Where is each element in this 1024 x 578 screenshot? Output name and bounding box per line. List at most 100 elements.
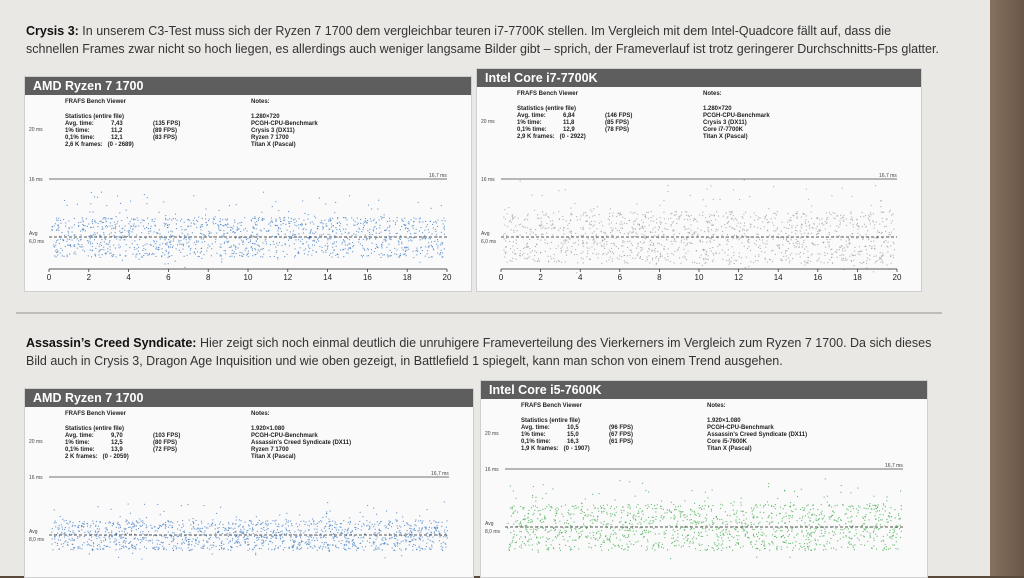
point — [428, 229, 429, 230]
point — [380, 544, 381, 545]
point — [240, 545, 241, 546]
point — [551, 228, 552, 229]
point — [757, 260, 758, 261]
point — [381, 245, 382, 246]
point — [365, 222, 366, 223]
point — [258, 539, 259, 540]
point — [693, 537, 694, 538]
point — [283, 217, 284, 218]
point — [505, 253, 506, 254]
point — [447, 538, 448, 539]
point — [252, 248, 253, 249]
point — [198, 544, 199, 545]
point — [795, 509, 796, 510]
point — [144, 228, 145, 229]
point — [405, 533, 406, 534]
point — [314, 529, 315, 530]
point — [613, 243, 614, 244]
point — [515, 226, 516, 227]
point — [840, 533, 841, 534]
point — [299, 218, 300, 219]
point — [707, 497, 708, 498]
point — [832, 531, 833, 532]
point — [349, 524, 350, 525]
point — [354, 543, 355, 544]
point — [173, 541, 174, 542]
point — [215, 223, 216, 224]
point — [870, 512, 871, 513]
point — [442, 256, 443, 257]
point — [441, 546, 442, 547]
point — [506, 235, 507, 236]
point — [227, 227, 228, 228]
point — [108, 218, 109, 219]
point — [348, 548, 349, 549]
point — [606, 235, 607, 236]
point — [143, 539, 144, 540]
point — [165, 219, 166, 220]
point — [706, 259, 707, 260]
point — [843, 215, 844, 216]
point — [437, 525, 438, 526]
point — [627, 247, 628, 248]
point — [225, 528, 226, 529]
point — [131, 218, 132, 219]
point — [578, 533, 579, 534]
point — [514, 506, 515, 507]
point — [689, 543, 690, 544]
point — [317, 550, 318, 551]
point — [259, 520, 260, 521]
point — [369, 528, 370, 529]
point — [240, 231, 241, 232]
point — [198, 256, 199, 257]
point — [570, 214, 571, 215]
point — [866, 249, 867, 250]
point — [575, 249, 576, 250]
point — [730, 212, 731, 213]
point — [53, 244, 54, 245]
point — [728, 241, 729, 242]
point — [262, 218, 263, 219]
point — [514, 232, 515, 233]
point — [817, 244, 818, 245]
point — [110, 249, 111, 250]
point — [161, 255, 162, 256]
point — [181, 229, 182, 230]
section-divider — [16, 312, 942, 314]
point — [377, 237, 378, 238]
point — [709, 222, 710, 223]
point — [873, 241, 874, 242]
point — [825, 229, 826, 230]
point — [90, 242, 91, 243]
point — [155, 549, 156, 550]
point — [771, 218, 772, 219]
point — [289, 530, 290, 531]
point — [559, 261, 560, 262]
point — [185, 539, 186, 540]
point — [778, 244, 779, 245]
point — [277, 529, 278, 530]
point — [874, 248, 875, 249]
point — [590, 259, 591, 260]
point — [424, 527, 425, 528]
point — [168, 227, 169, 228]
point — [322, 229, 323, 230]
point — [671, 241, 672, 242]
point — [706, 514, 707, 515]
point — [358, 537, 359, 538]
point — [60, 220, 61, 221]
point — [182, 249, 183, 250]
point — [239, 222, 240, 223]
point — [365, 546, 366, 547]
point — [742, 216, 743, 217]
point — [880, 262, 881, 263]
point — [158, 249, 159, 250]
point — [431, 546, 432, 547]
point — [188, 541, 189, 542]
point — [706, 221, 707, 222]
point — [329, 219, 330, 220]
point — [840, 223, 841, 224]
point — [582, 531, 583, 532]
point — [358, 528, 359, 529]
point — [116, 533, 117, 534]
